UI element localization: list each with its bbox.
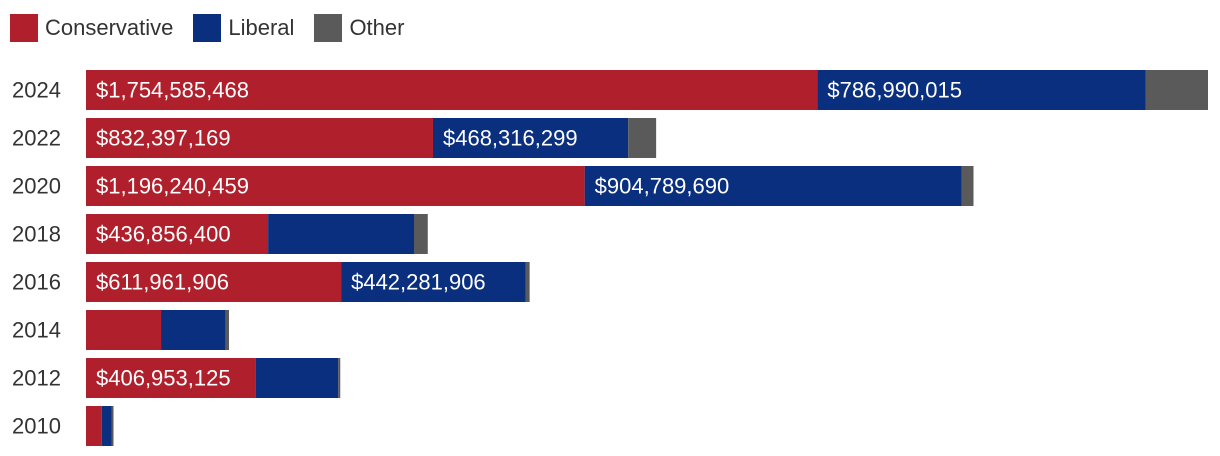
data-label-liberal-2020: $904,789,690 bbox=[595, 174, 730, 199]
data-label-conservative-2016: $611,961,906 bbox=[96, 270, 229, 295]
data-label-liberal-2016: $442,281,906 bbox=[351, 270, 486, 295]
data-label-conservative-2020: $1,196,240,459 bbox=[96, 174, 249, 199]
bar-conservative-2024 bbox=[86, 70, 818, 110]
bar-liberal-2020 bbox=[584, 166, 962, 206]
legend-label-liberal: Liberal bbox=[228, 15, 295, 40]
bar-liberal-2014 bbox=[161, 310, 226, 350]
bar-other-2010 bbox=[111, 406, 114, 446]
data-label-liberal-2024: $786,990,015 bbox=[827, 78, 962, 103]
legend-swatch-liberal bbox=[193, 14, 222, 42]
bar-liberal-2018 bbox=[268, 214, 415, 254]
bar-other-2022 bbox=[628, 118, 657, 158]
bar-liberal-2010 bbox=[101, 406, 112, 446]
year-label-2020: 2020 bbox=[12, 174, 61, 199]
legend-item-liberal: Liberal bbox=[193, 14, 294, 42]
legend-swatch-other bbox=[314, 14, 343, 42]
year-label-2024: 2024 bbox=[12, 78, 61, 103]
bar-other-2012 bbox=[338, 358, 341, 398]
data-label-liberal-2022: $468,316,299 bbox=[443, 126, 578, 151]
legend-label-conservative: Conservative bbox=[45, 15, 174, 40]
chart-legend: Conservative Liberal Other bbox=[10, 13, 424, 43]
bar-conservative-2018 bbox=[86, 214, 269, 254]
data-label-conservative-2018: $436,856,400 bbox=[96, 222, 231, 247]
year-label-2014: 2014 bbox=[12, 318, 61, 343]
bar-conservative-2020 bbox=[86, 166, 585, 206]
bar-liberal-2022 bbox=[432, 118, 629, 158]
year-label-2022: 2022 bbox=[12, 126, 61, 151]
bar-liberal-2016 bbox=[341, 262, 526, 302]
bar-liberal-2012 bbox=[255, 358, 339, 398]
data-label-conservative-2012: $406,953,125 bbox=[96, 366, 231, 391]
bar-conservative-2012 bbox=[86, 358, 256, 398]
bar-conservative-2016 bbox=[86, 262, 342, 302]
year-label-2016: 2016 bbox=[12, 270, 61, 295]
legend-item-other: Other bbox=[314, 14, 404, 42]
year-label-2018: 2018 bbox=[12, 222, 61, 247]
data-label-conservative-2024: $1,754,585,468 bbox=[96, 78, 249, 103]
bar-conservative-2022 bbox=[86, 118, 433, 158]
legend-item-conservative: Conservative bbox=[10, 14, 173, 42]
year-label-2012: 2012 bbox=[12, 366, 61, 391]
bar-conservative-2014 bbox=[86, 310, 162, 350]
legend-swatch-conservative bbox=[10, 14, 38, 42]
data-label-conservative-2022: $832,397,169 bbox=[96, 126, 231, 151]
legend-label-other: Other bbox=[349, 15, 405, 40]
bar-other-2018 bbox=[414, 214, 428, 254]
bar-other-2016 bbox=[525, 262, 530, 302]
bar-conservative-2010 bbox=[86, 406, 102, 446]
bar-other-2014 bbox=[225, 310, 229, 350]
year-label-2010: 2010 bbox=[12, 414, 61, 439]
bar-other-2024 bbox=[1145, 70, 1208, 110]
bar-liberal-2024 bbox=[817, 70, 1146, 110]
bar-other-2020 bbox=[961, 166, 974, 206]
